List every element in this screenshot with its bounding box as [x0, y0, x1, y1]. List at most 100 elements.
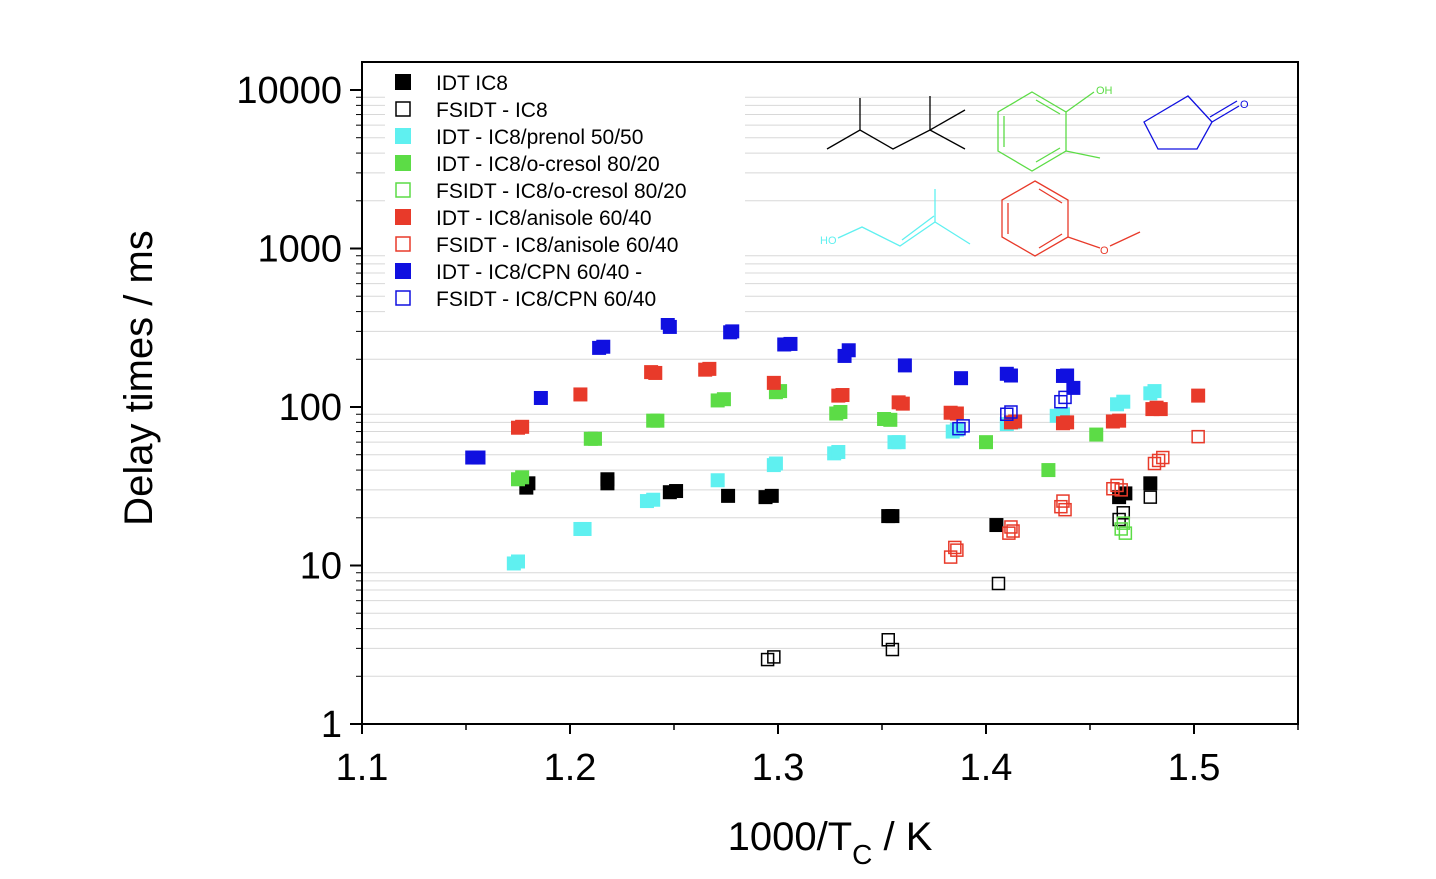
o-cresol-oh-label: OH: [1096, 85, 1113, 97]
data-point: [1153, 402, 1168, 417]
data-point: [1110, 478, 1124, 493]
prenol-chain: [837, 221, 971, 247]
x-axis-title: 1000/TC / K: [728, 815, 933, 870]
data-points: [465, 315, 1206, 667]
data-point: [979, 435, 993, 450]
anisole-o-label: O: [1100, 245, 1109, 257]
data-point: [596, 339, 611, 354]
molecule-structures: OH O HO O: [820, 85, 1249, 257]
data-point: [881, 633, 895, 647]
data-point: [1060, 415, 1075, 430]
isooctane-branch: [929, 109, 966, 131]
data-point: [1118, 486, 1133, 501]
data-point: [952, 421, 966, 436]
data-point: [949, 406, 964, 421]
data-point: [1008, 414, 1023, 429]
data-point: [533, 390, 548, 405]
data-point: [1116, 516, 1131, 530]
data-point: [600, 472, 615, 487]
cyclopentanone-ring: [1143, 95, 1213, 150]
legend-marker: [395, 209, 411, 225]
cyclopentanone-carbonyl: [1211, 105, 1240, 123]
prenol-double-bond: [901, 215, 935, 241]
y-tick-label: 10: [300, 546, 342, 588]
data-point: [1118, 526, 1133, 540]
legend-marker: [395, 263, 411, 279]
data-point: [1151, 453, 1166, 468]
data-point: [573, 387, 588, 402]
data-point: [1143, 490, 1158, 504]
data-point: [891, 435, 906, 450]
data-point: [885, 642, 900, 657]
x-tick-label: 1.1: [336, 747, 389, 789]
data-point: [515, 470, 530, 485]
data-point: [1056, 494, 1070, 508]
anisole-methyl-bond: [1109, 231, 1141, 247]
data-point: [1041, 463, 1056, 478]
legend-label: IDT - IC8/CPN 60/40 -: [436, 261, 642, 284]
data-point: [669, 484, 684, 499]
data-point: [956, 419, 970, 433]
data-point: [471, 450, 486, 465]
data-point: [710, 473, 725, 488]
series-3: [511, 384, 1104, 487]
y-tick-label: 1000: [257, 229, 342, 271]
data-point: [1191, 388, 1206, 403]
data-point: [587, 431, 602, 446]
data-point: [1060, 368, 1075, 383]
legend-marker: [395, 155, 411, 171]
data-point: [989, 518, 1004, 533]
data-point: [716, 392, 731, 407]
y-tick-label: 1: [321, 704, 342, 746]
data-point: [1058, 390, 1072, 405]
legend-background: [385, 66, 745, 318]
data-point: [577, 521, 592, 536]
plot-frame: [361, 61, 1299, 725]
cyclopentanone-o-label: O: [1240, 99, 1249, 111]
data-point: [764, 488, 779, 503]
legend-marker: [395, 101, 411, 117]
grid-lines: [362, 96, 1298, 677]
legend-label: IDT - IC8/o-cresol 80/20: [436, 153, 660, 176]
data-point: [1054, 394, 1068, 409]
data-point: [885, 509, 900, 524]
data-point: [515, 419, 530, 434]
prenol-ho-label: HO: [820, 235, 837, 247]
data-point: [950, 543, 964, 557]
data-point: [511, 554, 525, 569]
anisole-ring: [1001, 180, 1069, 257]
x-axis-title-unit: / K: [872, 815, 932, 859]
axis-ticks: 1.1 1.2 1.3 1.4 1.5 1 10 100 1000 10000: [236, 70, 1299, 789]
legend-label: IDT - IC8/prenol 50/50: [436, 126, 643, 149]
o-cresol-methyl-bond: [1065, 150, 1101, 159]
data-point: [648, 365, 663, 380]
legend-marker: [395, 236, 411, 252]
anisole-double-bond: [1038, 188, 1063, 204]
data-point: [841, 343, 856, 358]
legend-marker: [395, 128, 411, 144]
series-6: [943, 429, 1205, 564]
x-tick-label: 1.3: [752, 747, 805, 789]
legend-label: IDT - IC8/anisole 60/40: [436, 207, 652, 230]
data-point: [1000, 407, 1014, 422]
data-point: [835, 388, 850, 403]
legend-marker: [395, 290, 411, 306]
x-tick-label: 1.4: [960, 747, 1013, 789]
anisole-double-bond: [1038, 233, 1063, 249]
anisole-o-bond: [1067, 236, 1101, 249]
data-point: [833, 404, 848, 419]
data-point: [895, 396, 910, 411]
y-tick-label: 10000: [236, 70, 342, 112]
data-point: [1116, 506, 1131, 520]
data-point: [1004, 405, 1018, 419]
x-axis-title-subscript: C: [852, 839, 872, 870]
data-point: [783, 336, 798, 351]
data-point: [1089, 427, 1104, 442]
series-8: [952, 390, 1072, 436]
series-0: [519, 472, 1158, 533]
legend-marker: [395, 182, 411, 198]
data-point: [991, 576, 1006, 591]
data-point: [662, 319, 677, 334]
data-point: [883, 412, 898, 427]
